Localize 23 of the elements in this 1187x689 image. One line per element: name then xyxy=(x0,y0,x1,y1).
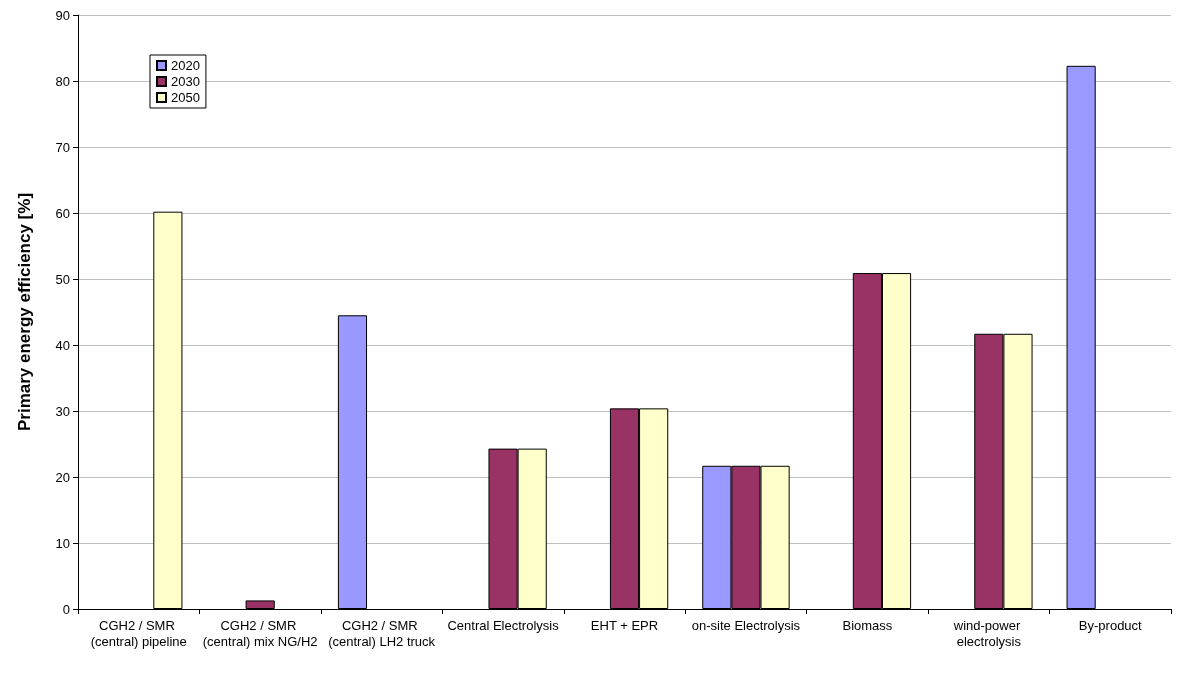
x-tick-label: Central Electrolysis xyxy=(447,617,560,633)
x-tick-label: EHT + EPR xyxy=(590,617,659,633)
y-tick-label: 0 xyxy=(62,601,70,617)
y-axis-title: Primary energy efficiency [%] xyxy=(15,192,34,432)
y-tick-label: 50 xyxy=(55,271,70,287)
y-tick-label: 90 xyxy=(55,7,70,23)
x-tick-label: CGH2 / SMR (central) pipeline xyxy=(90,617,187,649)
x-tick-label: on-site Electrolysis xyxy=(691,617,801,633)
y-tick-label: 40 xyxy=(55,337,70,353)
x-tick-label: Biomass xyxy=(842,617,893,633)
legend-label: 2050 xyxy=(171,90,200,105)
y-tick-label: 10 xyxy=(55,535,70,551)
x-tick-label: By-product xyxy=(1078,617,1143,633)
y-tick-label: 70 xyxy=(55,139,70,155)
y-tick-label: 60 xyxy=(55,205,70,221)
y-tick-label: 20 xyxy=(55,469,70,485)
x-tick-label: wind-power electrolysis xyxy=(952,617,1024,649)
legend-label: 2030 xyxy=(171,74,200,89)
y-tick-label: 30 xyxy=(55,403,70,419)
y-tick-label: 80 xyxy=(55,73,70,89)
legend-label: 2020 xyxy=(171,58,200,73)
x-tick-label: CGH2 / SMR (central) mix NG/H2 xyxy=(202,617,318,649)
x-tick-label: CGH2 / SMR (central) LH2 truck xyxy=(328,617,436,649)
